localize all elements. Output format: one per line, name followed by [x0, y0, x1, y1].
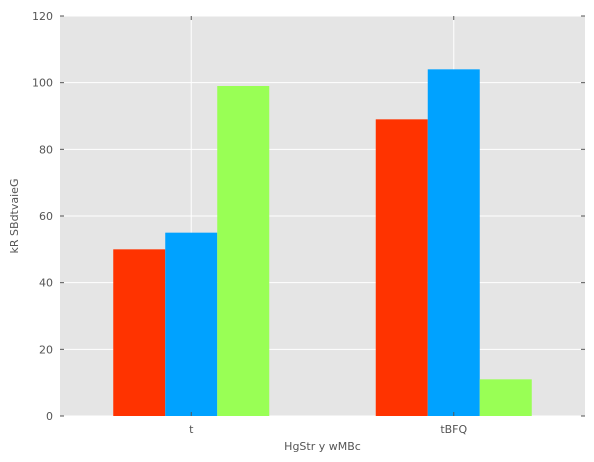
x-tick-label: tBFQ [440, 423, 467, 436]
bar-tBFQ-series-1 [375, 119, 428, 416]
bars [113, 69, 532, 416]
y-tick-label: 100 [32, 77, 53, 90]
bar-tBFQ-series-2 [427, 69, 480, 416]
tick-labels: 0 20 40 60 80 100 120 t tBFQ [32, 10, 468, 436]
y-tick-label: 60 [39, 210, 53, 223]
y-tick-label: 120 [32, 10, 53, 23]
axis-ticks [60, 15, 585, 417]
y-tick-label: 0 [46, 410, 53, 423]
y-axis-label: kR SBdtvaieG [8, 179, 21, 254]
x-tick-label: t [189, 423, 194, 436]
bar-t-series-2 [165, 232, 218, 416]
y-tick-label: 40 [39, 277, 53, 290]
y-tick-label: 80 [39, 143, 53, 156]
bar-t-series-1 [113, 249, 166, 416]
x-axis-label: HgStr y wMBc [284, 440, 361, 453]
bar-tBFQ-series-3 [479, 379, 532, 416]
bar-t-series-3 [217, 86, 270, 416]
y-tick-label: 20 [39, 343, 53, 356]
